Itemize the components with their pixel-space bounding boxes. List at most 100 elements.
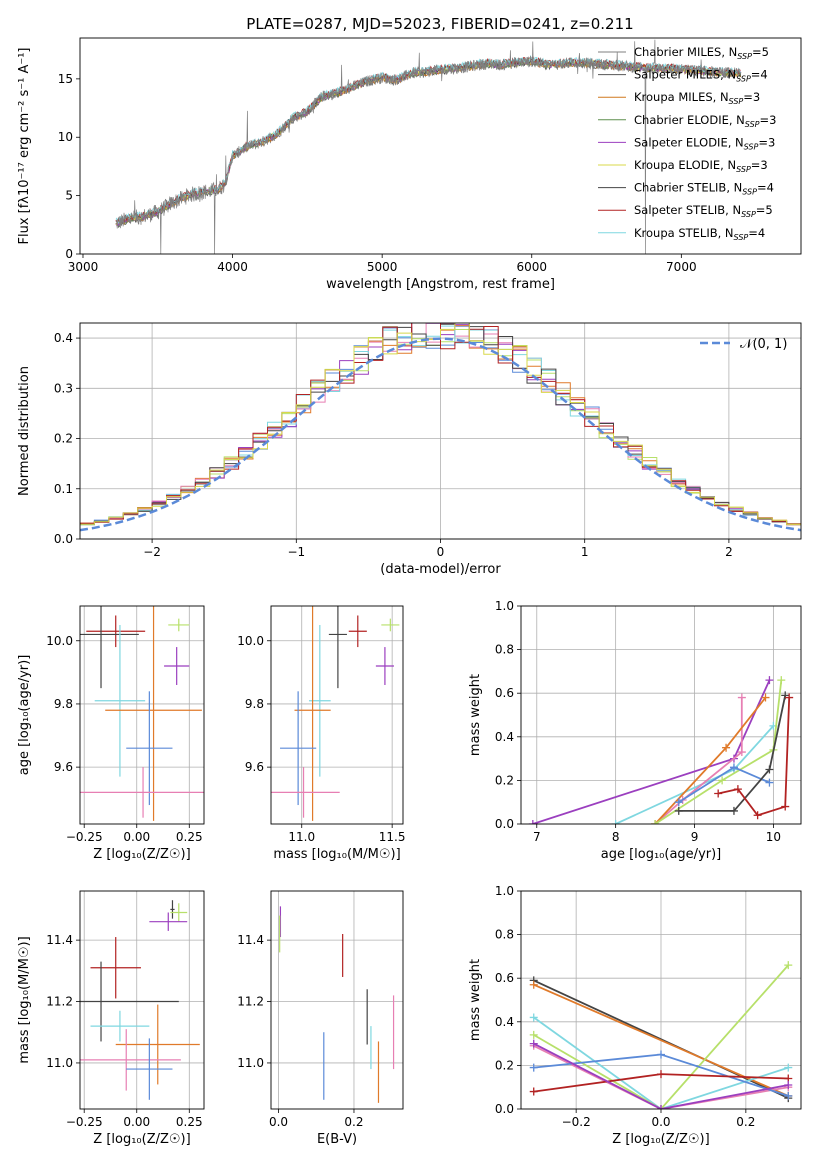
plus-marker <box>784 1063 793 1072</box>
errorbar-point <box>115 1004 200 1085</box>
plus-marker <box>729 806 738 815</box>
legend-text: Chabrier ELODIE, N <box>634 113 745 127</box>
plus-marker <box>611 820 620 824</box>
x-tick-label: 4000 <box>217 260 248 274</box>
plus-marker <box>651 820 660 824</box>
weight-series <box>654 697 743 824</box>
legend-sub: SSP <box>734 233 749 242</box>
y-tick-label: 9.6 <box>54 760 73 774</box>
plus-marker <box>784 1081 793 1090</box>
weight-series <box>654 679 783 824</box>
plus-marker <box>718 776 727 785</box>
axes-age_vs_mass: 11.0 11.5 9.6 9.8 10.0 mass [log₁₀(M/M☉)] <box>237 605 406 862</box>
legend-text: Kroupa STELIB, N <box>634 226 734 240</box>
legend-entry: Salpeter ELODIE, NSSP=3 <box>634 135 775 151</box>
axes-mass_vs_ebv: 0.0 0.2 11.0 11.2 11.4 E(B-V) <box>237 890 404 1147</box>
errorbar-point <box>168 618 190 632</box>
y-tick-label: 11.0 <box>237 1056 264 1070</box>
y-axis-label: Flux [fλ10⁻¹⁷ erg cm⁻² s⁻¹ A⁻¹] <box>17 48 32 245</box>
y-tick-label: 10.0 <box>237 634 264 648</box>
legend-text: =3 <box>758 135 775 149</box>
plus-marker <box>765 778 774 787</box>
plot-area <box>279 906 395 1103</box>
weight-series <box>533 979 789 1099</box>
axes-spectrum: 3000 4000 5000 6000 7000 0 5 10 15 wavelength [An… <box>17 37 802 292</box>
plus-marker <box>529 980 538 989</box>
y-tick-label: 0.2 <box>54 432 73 446</box>
legend-sub: SSP <box>736 165 751 174</box>
axes-frame <box>520 890 802 1110</box>
y-axis-label: mass weight <box>468 674 483 756</box>
plus-marker <box>674 798 683 807</box>
x-tick-label: 11.5 <box>379 830 406 844</box>
errorbar-point <box>328 606 347 689</box>
x-tick-label: 0.00 <box>123 1115 150 1129</box>
plus-marker <box>753 811 762 820</box>
plus-marker <box>761 693 770 702</box>
y-tick-label: 11.0 <box>46 1056 73 1070</box>
y-tick-label: 0 <box>65 247 73 261</box>
plus-marker <box>529 1030 538 1039</box>
errorbar-point <box>80 1029 181 1091</box>
plot-area <box>80 323 801 532</box>
series-observed <box>115 39 742 254</box>
x-tick-label: 3000 <box>68 260 99 274</box>
weight-series <box>533 1042 789 1109</box>
legend-text: Salpeter ELODIE, N <box>634 135 744 149</box>
plus-marker <box>784 961 793 970</box>
figure-title: PLATE=0287, MJD=52023, FIBERID=0241, z=0… <box>246 15 633 33</box>
legend-text: =3 <box>743 90 760 104</box>
legend-sub: SSP <box>729 97 744 106</box>
y-tick-label: 0.4 <box>495 730 514 744</box>
errorbar-point <box>80 767 204 818</box>
errorbar-point <box>348 615 367 648</box>
legend-text: =4 <box>751 68 768 82</box>
plus-marker <box>777 676 786 685</box>
y-tick-label: 0.2 <box>495 1058 514 1072</box>
x-axis-label: wavelength [Angstrom, rest frame] <box>326 277 555 292</box>
errorbar-point <box>375 647 394 685</box>
axes-weight_vs_Z: −0.2 0.0 0.2 0.0 0.2 0.4 0.6 0.8 1.0 Z [log₁₀(Z/Z… <box>468 884 802 1147</box>
legend-text: Kroupa MILES, N <box>634 90 729 104</box>
y-tick-label: 0.0 <box>54 532 73 546</box>
errorbar-point <box>149 912 188 931</box>
y-tick-label: 0.6 <box>495 686 514 700</box>
plus-marker <box>657 1050 665 1059</box>
y-tick-label: 15 <box>58 72 73 86</box>
legend-entry: Chabrier ELODIE, NSSP=3 <box>634 113 776 129</box>
legend-entry: Kroupa MILES, NSSP=3 <box>634 90 760 106</box>
plus-marker <box>529 1013 538 1022</box>
x-tick-label: 5000 <box>367 260 398 274</box>
y-tick-label: 9.6 <box>245 760 264 774</box>
axes-age_vs_Z: −0.25 0.00 0.25 9.6 9.8 10.0 Z [log₁₀(Z/Z☉)] ag… <box>17 605 205 862</box>
x-tick-label: −1 <box>287 545 305 559</box>
axes-mass_vs_Z: −0.25 0.00 0.25 11.0 11.2 11.4 Z [log₁₀(Z/Z☉)]… <box>17 890 205 1147</box>
legend-entry: Salpeter MILES, NSSP=4 <box>634 68 768 84</box>
weight-series <box>532 679 771 824</box>
legend-text: =5 <box>752 45 769 59</box>
errorbar-point <box>90 1010 150 1042</box>
plus-marker <box>529 1087 538 1096</box>
x-tick-label: 0.25 <box>176 830 203 844</box>
legend-text: Kroupa ELODIE, N <box>634 158 736 172</box>
x-tick-label: 0.2 <box>736 1115 755 1129</box>
x-tick-label: 8 <box>612 830 620 844</box>
legend-text: Salpeter STELIB, N <box>634 203 741 217</box>
x-axis-label: Z [log₁₀(Z/Z☉)] <box>93 847 190 862</box>
plus-marker <box>737 748 746 757</box>
x-tick-label: 9 <box>691 830 699 844</box>
legend-text: =4 <box>748 226 765 240</box>
plus-marker <box>528 820 537 824</box>
x-tick-label: −0.25 <box>66 1115 103 1129</box>
legend-text: =4 <box>757 181 774 195</box>
y-tick-label: 11.2 <box>46 995 73 1009</box>
y-tick-label: 0.2 <box>495 773 514 787</box>
errorbar-point <box>280 691 317 806</box>
y-tick-label: 1.0 <box>495 599 514 613</box>
plot-area <box>80 900 200 1100</box>
plus-marker <box>529 1039 538 1048</box>
legend-sub: SSP <box>745 120 760 129</box>
x-tick-label: 0.00 <box>123 830 150 844</box>
errorbar-point <box>294 606 331 821</box>
